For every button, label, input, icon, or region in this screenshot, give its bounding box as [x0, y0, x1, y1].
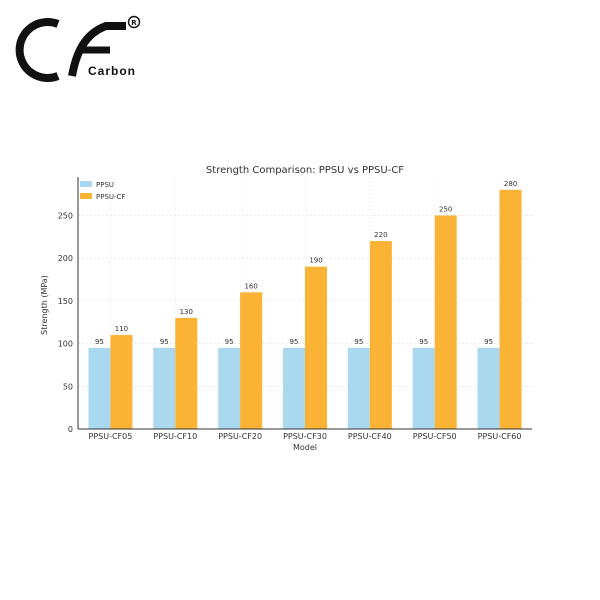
legend: PPSU PPSU-CF — [80, 181, 125, 201]
bar-ppsu-ppsu-cf50 — [412, 347, 435, 429]
x-tick-label: PPSU-CF50 — [413, 432, 457, 441]
x-tick-label: PPSU-CF20 — [218, 432, 262, 441]
x-axis-label: Model — [293, 443, 317, 452]
x-tick-label: PPSU-CF10 — [153, 432, 197, 441]
y-axis-label: Strength (MPa) — [40, 275, 49, 335]
data-label-ppsu-ppsu-cf20: 95 — [225, 338, 234, 346]
bar-ppsu-ppsu-cf40 — [347, 347, 370, 429]
bar-ppsu-ppsu-cf30 — [283, 347, 305, 429]
bar-ppsu-cf-ppsu-cf20 — [240, 292, 263, 429]
bar-ppsu-ppsu-cf60 — [477, 347, 500, 429]
data-label-ppsu-cf-ppsu-cf20: 160 — [244, 282, 257, 290]
y-tick-labels: 0 50 100 150 200 250 — [58, 211, 73, 434]
svg-text:R: R — [131, 19, 137, 27]
data-label-ppsu-ppsu-cf10: 95 — [160, 338, 169, 346]
chart-title: Strength Comparison: PPSU vs PPSU-CF — [206, 165, 404, 176]
data-label-ppsu-ppsu-cf60: 95 — [484, 338, 493, 346]
data-label-ppsu-cf-ppsu-cf10: 130 — [180, 308, 193, 316]
x-tick-label: PPSU-CF40 — [348, 432, 392, 441]
legend-label-ppsu: PPSU — [96, 181, 114, 189]
bar-ppsu-cf-ppsu-cf05 — [110, 335, 133, 429]
bars-group — [88, 189, 522, 429]
bar-ppsu-cf-ppsu-cf60 — [499, 189, 522, 429]
x-tick-labels: PPSU-CF05 PPSU-CF10 PPSU-CF20 PPSU-CF30 PPSU… — [89, 432, 522, 441]
data-labels-group: 95 110 95 130 95 160 95 190 95 220 95 250 95 280 — [95, 180, 517, 346]
data-label-ppsu-cf-ppsu-cf05: 110 — [115, 325, 128, 333]
data-label-ppsu-cf-ppsu-cf30: 190 — [309, 257, 322, 265]
bar-ppsu-cf-ppsu-cf50 — [434, 215, 457, 429]
data-label-ppsu-cf-ppsu-cf40: 220 — [374, 231, 387, 239]
bar-ppsu-cf-ppsu-cf10 — [175, 317, 198, 429]
legend-swatch-ppsu-cf — [80, 193, 92, 199]
y-tick-label: 0 — [68, 425, 73, 434]
data-label-ppsu-cf-ppsu-cf50: 250 — [439, 205, 452, 213]
legend-label-ppsu-cf: PPSU-CF — [96, 193, 125, 201]
y-tick-label: 150 — [58, 297, 73, 306]
legend-swatch-ppsu — [80, 181, 92, 187]
x-tick-label: PPSU-CF30 — [283, 432, 327, 441]
data-label-ppsu-ppsu-cf40: 95 — [354, 338, 363, 346]
y-tick-label: 50 — [63, 382, 73, 391]
cf-logo-mark-icon: R — [15, 15, 141, 82]
bar-ppsu-ppsu-cf05 — [88, 347, 111, 429]
y-tick-label: 200 — [58, 254, 73, 263]
data-label-ppsu-ppsu-cf05: 95 — [95, 338, 104, 346]
data-label-ppsu-cf-ppsu-cf60: 280 — [504, 180, 517, 188]
x-tick-label: PPSU-CF60 — [478, 432, 522, 441]
data-label-ppsu-ppsu-cf30: 95 — [290, 338, 299, 346]
cf-carbon-logo: R Carbon — [14, 14, 164, 84]
y-tick-label: 250 — [58, 211, 73, 220]
bar-ppsu-ppsu-cf10 — [153, 347, 176, 429]
y-tick-label: 100 — [58, 340, 73, 349]
x-tick-label: PPSU-CF05 — [89, 432, 133, 441]
brand-text: Carbon — [88, 64, 136, 78]
bar-ppsu-cf-ppsu-cf30 — [305, 266, 327, 429]
bar-ppsu-ppsu-cf20 — [218, 347, 241, 429]
data-label-ppsu-ppsu-cf50: 95 — [419, 338, 428, 346]
bar-ppsu-cf-ppsu-cf40 — [369, 241, 392, 429]
